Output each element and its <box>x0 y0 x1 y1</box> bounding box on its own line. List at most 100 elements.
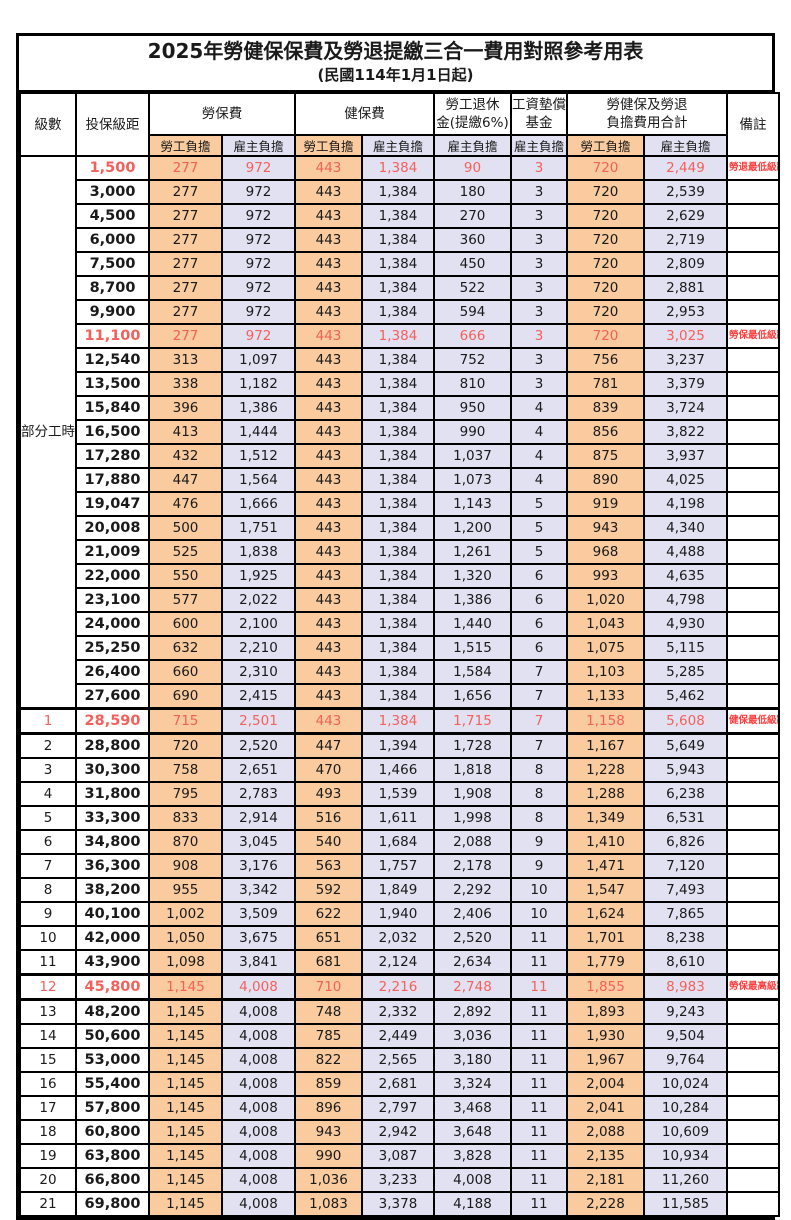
cell-labor-employer: 1,512 <box>221 443 296 469</box>
cell-pension-employer: 3,828 <box>433 1143 512 1169</box>
cell-pension-employer: 2,892 <box>433 998 512 1025</box>
cell-remark <box>726 179 780 205</box>
cell-health-employee: 443 <box>294 515 363 541</box>
cell-health-employer: 1,384 <box>361 299 435 325</box>
cell-remark: 勞保最高級距 <box>726 973 780 1001</box>
cell-health-employer: 3,233 <box>361 1167 435 1193</box>
cell-labor-employer: 2,783 <box>221 781 296 807</box>
cell-total-employer: 6,826 <box>643 829 728 855</box>
cell-fund-employer: 6 <box>510 563 568 589</box>
cell-labor-employee: 1,098 <box>148 949 223 976</box>
header-group-wage-fund: 工資墊償 基金 <box>510 92 568 136</box>
cell-health-employee: 516 <box>294 805 363 831</box>
table-row: 21 69,800 1,145 4,008 1,083 3,378 4,188 11 2,228… <box>19 1191 780 1217</box>
cell-bracket: 11,100 <box>75 323 150 349</box>
cell-remark <box>726 491 780 517</box>
cell-labor-employee: 476 <box>148 491 223 517</box>
cell-labor-employee: 758 <box>148 757 223 783</box>
table-row: 17,280 432 1,512 443 1,384 1,037 4 875 3,937 <box>20 443 780 469</box>
cell-total-employer: 7,865 <box>643 901 728 927</box>
cell-fund-employer: 9 <box>510 829 568 855</box>
cell-pension-employer: 1,320 <box>433 563 512 589</box>
cell-labor-employee: 1,050 <box>148 925 223 951</box>
cell-health-employee: 563 <box>294 853 363 879</box>
cell-remark: 健保最低級距 <box>726 707 780 735</box>
cell-total-employee: 1,967 <box>566 1047 645 1073</box>
header-fund-line1: 工資墊償 <box>512 97 566 113</box>
table-row: 16 55,400 1,145 4,008 859 2,681 3,324 11 2,004 10… <box>19 1071 780 1097</box>
cell-fund-employer: 3 <box>510 299 568 325</box>
cell-total-employee: 839 <box>566 395 645 421</box>
cell-remark <box>726 611 780 637</box>
cell-health-employee: 443 <box>294 443 363 469</box>
cell-health-employee: 443 <box>294 251 363 277</box>
cell-total-employer: 5,608 <box>643 707 728 735</box>
cell-pension-employer: 1,908 <box>433 781 512 807</box>
cell-labor-employer: 972 <box>221 227 296 253</box>
cell-health-employee: 443 <box>294 611 363 637</box>
cell-health-employee: 443 <box>294 155 363 181</box>
cell-bracket: 66,800 <box>75 1167 150 1193</box>
cell-remark <box>726 829 780 855</box>
cell-labor-employer: 972 <box>221 203 296 229</box>
cell-remark <box>726 251 780 277</box>
cell-pension-employer: 1,386 <box>433 587 512 613</box>
cell-total-employer: 10,934 <box>643 1143 728 1169</box>
cell-pension-employer: 522 <box>433 275 512 301</box>
cell-total-employee: 875 <box>566 443 645 469</box>
cell-health-employer: 2,681 <box>361 1071 435 1097</box>
cell-fund-employer: 3 <box>510 323 568 349</box>
cell-pension-employer: 1,261 <box>433 539 512 565</box>
table-row: 14 50,600 1,145 4,008 785 2,449 3,036 11 1,930 9,… <box>19 1023 780 1049</box>
cell-health-employee: 443 <box>294 563 363 589</box>
cell-health-employee: 443 <box>294 683 363 710</box>
cell-remark <box>726 925 780 951</box>
cell-labor-employer: 3,675 <box>221 925 296 951</box>
cell-total-employer: 4,798 <box>643 587 728 613</box>
cell-remark <box>726 347 780 373</box>
cell-labor-employee: 660 <box>148 659 223 685</box>
cell-bracket: 28,800 <box>75 732 150 759</box>
cell-fund-employer: 11 <box>510 1167 568 1193</box>
cell-remark <box>726 515 780 541</box>
header-pension-line2: 金(提繳6%) <box>436 115 509 131</box>
cell-labor-employee: 277 <box>148 275 223 301</box>
table-row: 3 30,300 758 2,651 470 1,466 1,818 8 1,228 5,943 <box>19 757 780 783</box>
cell-bracket: 63,800 <box>75 1143 150 1169</box>
cell-total-employee: 720 <box>566 227 645 253</box>
cell-health-employee: 990 <box>294 1143 363 1169</box>
cell-health-employer: 1,384 <box>361 635 435 661</box>
cell-total-employer: 3,379 <box>643 371 728 397</box>
cell-total-employee: 720 <box>566 179 645 205</box>
cell-level: 18 <box>19 1119 77 1145</box>
cell-remark <box>726 419 780 445</box>
cell-labor-employer: 1,564 <box>221 467 296 493</box>
cell-bracket: 21,009 <box>75 539 150 565</box>
cell-level: 15 <box>19 1047 77 1073</box>
cell-fund-employer: 11 <box>510 1071 568 1097</box>
cell-bracket: 3,000 <box>75 179 150 205</box>
cell-total-employer: 11,585 <box>643 1191 728 1217</box>
cell-total-employee: 1,228 <box>566 757 645 783</box>
cell-total-employer: 5,462 <box>643 683 728 710</box>
cell-health-employee: 943 <box>294 1119 363 1145</box>
cell-total-employer: 4,198 <box>643 491 728 517</box>
cell-total-employer: 2,719 <box>643 227 728 253</box>
cell-fund-employer: 8 <box>510 781 568 807</box>
table-row: 27,600 690 2,415 443 1,384 1,656 7 1,133 5,462 <box>20 683 780 710</box>
cell-fund-employer: 7 <box>510 659 568 685</box>
cell-total-employee: 720 <box>566 251 645 277</box>
cell-total-employer: 11,260 <box>643 1167 728 1193</box>
cell-bracket: 60,800 <box>75 1119 150 1145</box>
table-row: 12,540 313 1,097 443 1,384 752 3 756 3,237 <box>20 347 780 373</box>
cell-total-employee: 1,471 <box>566 853 645 879</box>
cell-remark <box>726 563 780 589</box>
cell-pension-employer: 2,520 <box>433 925 512 951</box>
cell-fund-employer: 4 <box>510 443 568 469</box>
cell-health-employer: 2,565 <box>361 1047 435 1073</box>
cell-health-employer: 1,394 <box>361 732 435 759</box>
cell-health-employee: 443 <box>294 203 363 229</box>
cell-bracket: 38,200 <box>75 877 150 903</box>
cell-fund-employer: 6 <box>510 587 568 613</box>
